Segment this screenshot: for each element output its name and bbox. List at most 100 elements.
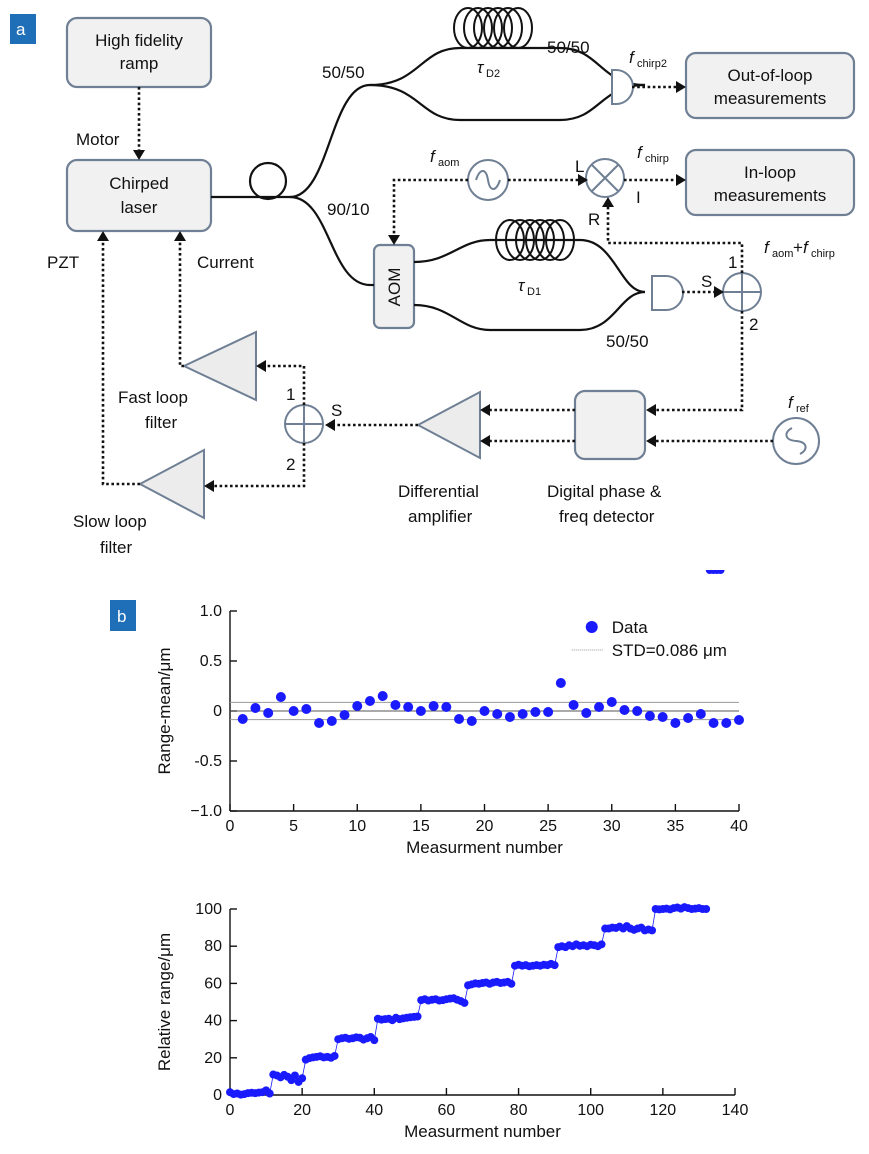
- data-point: [734, 715, 744, 725]
- panel-b-tag-bg: [110, 600, 136, 631]
- split-top-label: 50/50: [322, 63, 365, 82]
- fiber-coil-d2: [453, 7, 533, 49]
- data-point: [377, 691, 388, 701]
- x-tick-label: 0: [226, 818, 235, 835]
- tau-d1-sub: D1: [527, 286, 541, 298]
- legend-label-std: STD=0.086 μm: [612, 641, 727, 660]
- y-tick-label: 60: [204, 975, 222, 992]
- y-tick-label: 0.5: [200, 653, 222, 670]
- data-point: [454, 714, 465, 724]
- y-tick-label: 80: [204, 938, 222, 955]
- data-point: [517, 709, 528, 719]
- x-tick-label: 20: [476, 818, 494, 835]
- differential-amplifier: [415, 390, 481, 460]
- data-point: [507, 979, 516, 988]
- data-point: [555, 678, 566, 688]
- summer2-2-label: 2: [286, 455, 295, 474]
- fiber-coil-d1: [495, 219, 575, 261]
- x-tick-label: 80: [510, 1102, 528, 1119]
- out-of-loop-box: Out-of-loop measurements: [684, 51, 856, 120]
- x-tick-label: 40: [365, 1102, 383, 1119]
- summer-2-label: 2: [749, 315, 758, 334]
- motor-label: Motor: [76, 130, 120, 149]
- mixer-r-label: R: [588, 210, 600, 229]
- fast-loop-label-line2: filter: [145, 413, 177, 432]
- tau-d2-sub: D2: [486, 68, 500, 80]
- y-tick-label: -0.5: [194, 753, 222, 770]
- diff-amp-label-line1: Differential: [398, 482, 479, 501]
- phase-freq-detector-box: [573, 389, 647, 461]
- mixer-i-label: I: [636, 188, 641, 207]
- data-point: [716, 570, 725, 574]
- y-tick-label: 40: [204, 1013, 222, 1030]
- f-ref-label: f: [788, 393, 795, 412]
- x-tick-label: 120: [650, 1102, 677, 1119]
- slow-loop-filter-amp: [137, 448, 205, 520]
- y-tick-label: −1.0: [190, 803, 222, 820]
- data-point: [479, 706, 490, 716]
- y-axis-title: Relative range/μm: [155, 933, 174, 1071]
- legend-marker-data: [585, 621, 598, 633]
- in-loop-label-line1: In-loop: [744, 163, 796, 182]
- slow-loop-label-line1: Slow loop: [73, 512, 147, 531]
- data-point: [265, 1089, 274, 1098]
- aom-box: AOM: [372, 243, 416, 330]
- x-tick-label: 35: [666, 818, 684, 835]
- tau-d1-label: τ: [518, 276, 526, 295]
- data-point: [263, 708, 274, 718]
- split-main-label: 90/10: [327, 200, 370, 219]
- series-line: [229, 906, 707, 1096]
- panel-b-charts: b 0 5 10 15 20 25 30 35 40 −1.0 -0.5 0 0.5 1.0 Measurm…: [110, 570, 748, 1141]
- data-point: [290, 1071, 299, 1080]
- data-point: [492, 709, 503, 719]
- laser-label-line1: Chirped: [109, 174, 169, 193]
- data-point: [644, 711, 655, 721]
- y-tick-label: 0: [213, 1087, 222, 1104]
- x-tick-label: 0: [226, 1102, 235, 1119]
- mixer-l-label: L: [575, 157, 584, 176]
- fast-loop-filter-amp: [181, 330, 257, 402]
- chart-range-minus-mean: 0 5 10 15 20 25 30 35 40 −1.0 -0.5 0 0.5 1.0 Measurmen…: [155, 603, 748, 857]
- data-point: [466, 716, 477, 726]
- mixer-symbol: [585, 158, 625, 198]
- y-axis-title: Range-mean/μm: [155, 648, 174, 775]
- data-point: [237, 714, 248, 724]
- data-point: [648, 926, 657, 935]
- split-bottom-label: 50/50: [606, 332, 649, 351]
- y-tick-label: 1.0: [200, 603, 222, 620]
- data-point: [657, 712, 668, 722]
- data-point: [413, 1012, 422, 1021]
- panel-a-diagram: a High fidelity ramp Chirped laser Out-o…: [10, 7, 856, 557]
- data-point: [288, 706, 299, 716]
- signal-lines: [97, 81, 773, 492]
- current-label: Current: [197, 253, 254, 272]
- f-chirp-label: f: [637, 143, 644, 162]
- summer-right: [722, 272, 762, 312]
- summer2-1-label: 1: [286, 385, 295, 404]
- x-tick-label: 15: [412, 818, 430, 835]
- data-point: [721, 718, 732, 728]
- faom-fchirp-a: f: [764, 238, 771, 257]
- data-point: [606, 697, 617, 707]
- data-point: [298, 1074, 307, 1083]
- chart-relative-range: 0 20 40 60 80 100 120 140020406080100Measurment…: [155, 570, 748, 1141]
- pzt-label: PZT: [47, 253, 79, 272]
- x-tick-label: 10: [348, 818, 366, 835]
- data-point: [352, 701, 363, 711]
- ramp-label-line2: ramp: [120, 54, 159, 73]
- high-fidelity-ramp-box: High fidelity ramp: [65, 16, 213, 89]
- aom-label: AOM: [385, 268, 404, 307]
- out-loop-label-line1: Out-of-loop: [727, 66, 812, 85]
- data-point: [581, 708, 592, 718]
- y-tick-label: 0: [213, 703, 222, 720]
- legend-label-data: Data: [612, 618, 648, 637]
- data-point: [275, 692, 286, 702]
- faom-fchirp-b-sub: chirp: [811, 248, 835, 260]
- data-point: [460, 998, 469, 1007]
- summer-s-label: S: [701, 272, 712, 291]
- pfd-label-line2: freq detector: [559, 507, 655, 526]
- oscillator-aom: [467, 159, 509, 201]
- photodetector-bottom: [651, 275, 684, 311]
- y-tick-label: 100: [195, 901, 222, 918]
- data-point: [568, 700, 579, 710]
